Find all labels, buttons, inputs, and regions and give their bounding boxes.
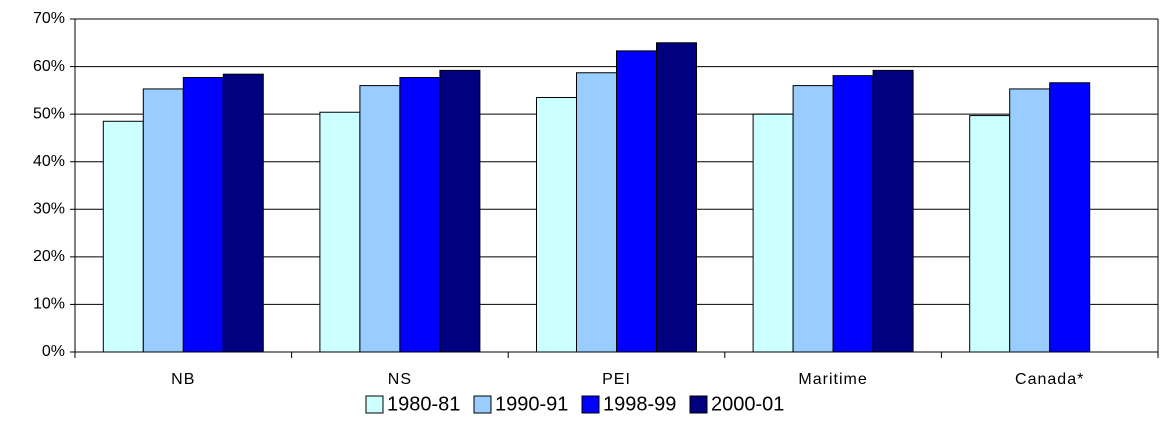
y-tick-label: 70% [33, 10, 65, 27]
x-tick-label: NS [388, 371, 412, 388]
legend-label: 1990-91 [495, 393, 568, 415]
y-tick-label: 10% [33, 296, 65, 313]
x-tick-label: NB [171, 371, 195, 388]
bar [656, 42, 697, 353]
y-tick-label: 50% [33, 105, 65, 122]
y-tick-label: 40% [33, 153, 65, 170]
legend-swatch [473, 395, 492, 414]
bar [359, 85, 401, 353]
bar [576, 72, 617, 353]
legend-label: 1998-99 [603, 393, 676, 415]
bar [792, 85, 834, 353]
bar [439, 69, 481, 353]
bar [399, 77, 441, 353]
bar [222, 73, 264, 353]
bar [1009, 88, 1051, 353]
bar [536, 96, 577, 353]
legend-label: 1980-81 [387, 393, 460, 415]
bar [182, 77, 224, 353]
bar [872, 69, 914, 353]
legend-swatch [689, 395, 708, 414]
bar [102, 120, 144, 353]
x-tick-label: Maritime [798, 371, 867, 388]
y-tick-label: 20% [33, 248, 65, 265]
legend-swatch [581, 395, 600, 414]
bar [1049, 82, 1091, 353]
bar [319, 111, 361, 353]
x-tick-label: PEI [602, 371, 631, 388]
y-tick-label: 60% [33, 58, 65, 75]
bar [832, 75, 874, 353]
bar [752, 113, 794, 353]
y-tick-label: 0% [42, 343, 65, 360]
bar [142, 88, 184, 353]
x-tick-label: Canada* [1015, 371, 1084, 388]
legend-label: 2000-01 [711, 393, 784, 415]
legend-swatch [365, 395, 384, 414]
y-tick-label: 30% [33, 201, 65, 218]
bar [969, 115, 1011, 353]
bar [616, 50, 657, 353]
